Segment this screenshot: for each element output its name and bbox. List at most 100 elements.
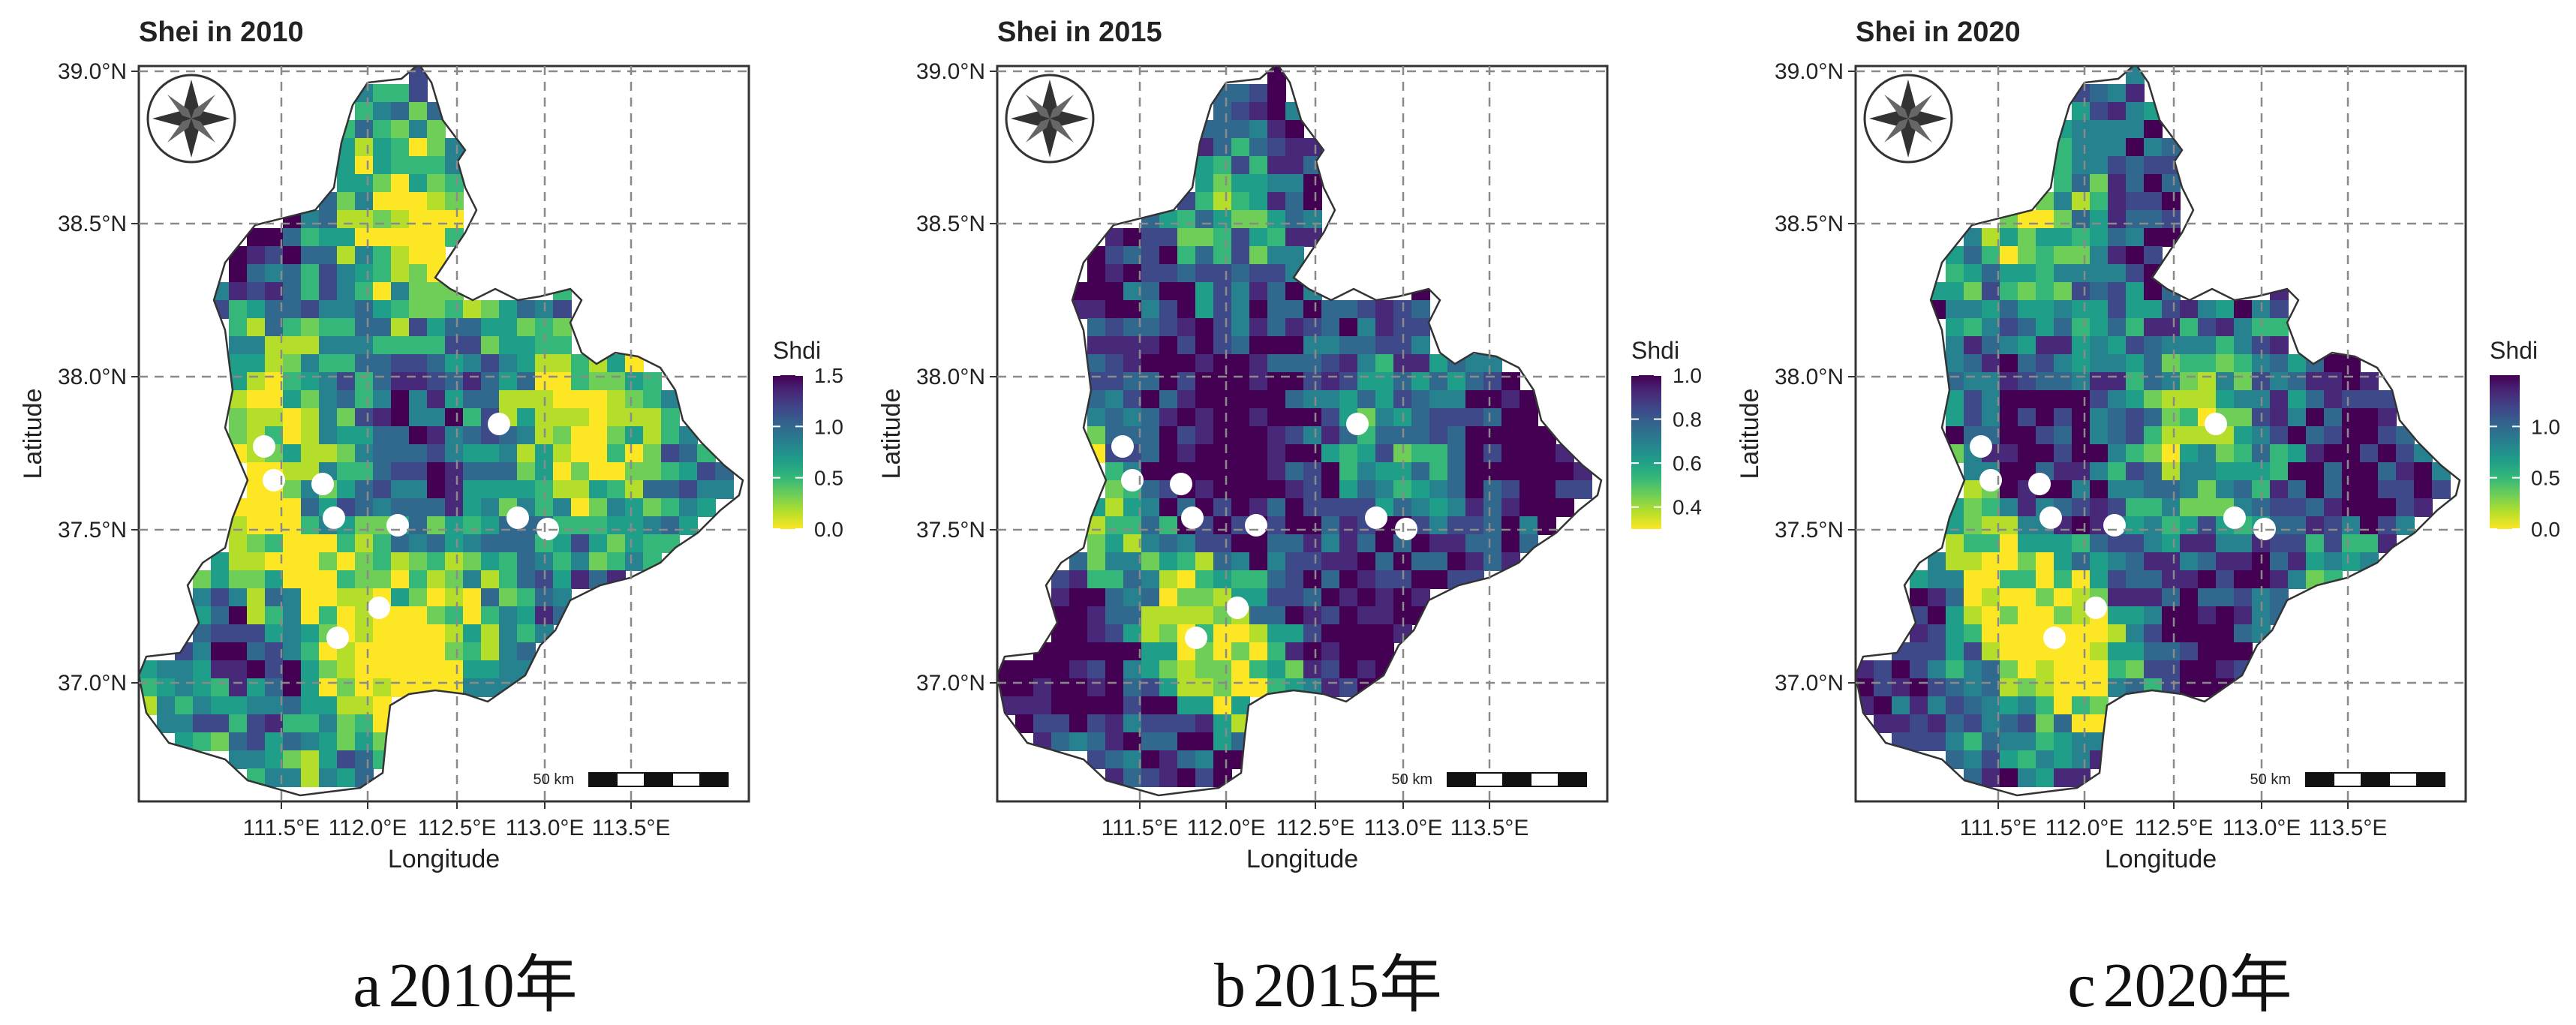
nodata-gap: [2205, 413, 2227, 435]
x-axis-label: Longitude: [1246, 845, 1358, 873]
y-tick-label: 38.0°N: [58, 365, 127, 389]
north-arrow-icon: [1863, 74, 1953, 164]
nodata-gap: [2223, 506, 2246, 529]
x-tick-label: 111.5°E: [243, 816, 320, 840]
nodata-gap: [1121, 469, 1144, 491]
scale-bar: [588, 772, 729, 787]
y-axis-label: Latitude: [1736, 389, 1764, 479]
scale-bar-label: 50 km: [2250, 771, 2291, 788]
nodata-gap: [326, 627, 349, 649]
legend-tick-label: 0.4: [1673, 496, 1702, 519]
map-panel-2010: Shei in 2010 111.5°E 112.0°E 112.5°E 113.0°E…: [0, 0, 855, 1018]
legend-tick-label: 1.0: [814, 415, 843, 438]
x-tick-label: 112.5°E: [2135, 816, 2214, 840]
nodata-gap: [368, 597, 390, 619]
x-tick-label: 111.5°E: [1960, 816, 2037, 840]
y-tick-label: 37.0°N: [58, 671, 127, 696]
nodata-gap: [2103, 514, 2126, 537]
x-tick-label: 111.5°E: [1102, 816, 1179, 840]
nodata-gap: [386, 514, 409, 537]
nodata-gap: [263, 469, 285, 491]
legend-colorbar: [1631, 375, 1661, 529]
x-tick-label: 113.0°E: [1364, 816, 1443, 840]
north-arrow-icon: [146, 74, 236, 164]
shdi-raster: [139, 66, 734, 787]
nodata-gap: [2253, 518, 2276, 540]
nodata-gap: [1245, 514, 1267, 537]
nodata-gap: [1346, 413, 1369, 435]
y-tick-label: 37.5°N: [1775, 518, 1844, 543]
x-tick-label: 113.5°E: [592, 816, 671, 840]
x-tick-label: 112.0°E: [2045, 816, 2124, 840]
y-axis-label: Latitude: [877, 389, 906, 479]
north-arrow-icon: [1005, 74, 1095, 164]
nodata-gap: [1395, 518, 1417, 540]
x-tick-label: 112.0°E: [329, 816, 407, 840]
legend-tick-label: 0.6: [1673, 452, 1702, 475]
nodata-gap: [1170, 473, 1192, 495]
legend-tick-label: 0.5: [2531, 467, 2560, 490]
scale-bar: [2305, 772, 2445, 787]
y-tick-label: 38.0°N: [1775, 365, 1844, 389]
x-tick-label: 113.5°E: [2309, 816, 2388, 840]
map-svg: Shei in 2010 111.5°E 112.0°E 112.5°E 113.0°E…: [19, 17, 843, 873]
nodata-gap: [2043, 627, 2066, 649]
scale-bar-label: 50 km: [534, 771, 574, 788]
nodata-gap: [2085, 597, 2107, 619]
legend-tick-label: 0.8: [1673, 408, 1702, 431]
y-tick-label: 37.0°N: [1775, 671, 1844, 696]
nodata-gap: [1226, 597, 1249, 619]
legend-tick-label: 0.5: [814, 467, 843, 490]
legend-title: Shdi: [773, 337, 821, 364]
legend-tick-label: 0.0: [814, 518, 843, 541]
legend-title: Shdi: [1631, 337, 1679, 364]
y-tick-label: 38.5°N: [916, 212, 985, 236]
nodata-gap: [1181, 506, 1204, 529]
legend-colorbar: [773, 375, 803, 529]
nodata-gap: [253, 435, 275, 458]
region-boundary: [996, 65, 1603, 797]
y-axis-label: Latitude: [19, 389, 47, 479]
nodata-gap: [323, 506, 345, 529]
legend-tick-label: 1.0: [1673, 364, 1702, 387]
map-title: Shei in 2010: [139, 17, 304, 48]
legend-colorbar: [2490, 375, 2520, 529]
map-svg: Shei in 2015 111.5°E 112.0°E 112.5°E 113.0°E…: [877, 17, 1702, 873]
scale-bar: [1447, 772, 1587, 787]
legend-tick-label: 0.0: [2531, 518, 2560, 541]
nodata-gap: [1111, 435, 1134, 458]
nodata-gap: [1185, 627, 1207, 649]
x-tick-label: 113.0°E: [506, 816, 585, 840]
region-boundary: [1854, 65, 2461, 797]
nodata-gap: [1979, 469, 2002, 491]
x-tick-label: 112.5°E: [1276, 816, 1355, 840]
nodata-gap: [537, 518, 559, 540]
x-tick-label: 112.5°E: [418, 816, 497, 840]
nodata-gap: [2028, 473, 2051, 495]
nodata-gap: [1365, 506, 1387, 529]
shdi-raster: [997, 66, 1592, 787]
region-boundary: [137, 65, 744, 797]
legend-title: Shdi: [2490, 337, 2538, 364]
x-axis-label: Longitude: [2105, 845, 2217, 873]
y-tick-label: 37.5°N: [916, 518, 985, 543]
map-title: Shei in 2020: [1856, 17, 2021, 48]
nodata-gap: [1970, 435, 1992, 458]
x-axis-label: Longitude: [388, 845, 500, 873]
nodata-gap: [2039, 506, 2062, 529]
y-tick-label: 39.0°N: [1775, 59, 1844, 84]
caption-c: c 2020年: [2067, 951, 2292, 1020]
y-tick-label: 37.0°N: [916, 671, 985, 696]
y-tick-label: 39.0°N: [916, 59, 985, 84]
nodata-gap: [311, 473, 334, 495]
legend-tick-label: 1.0: [2531, 415, 2560, 438]
y-tick-label: 38.0°N: [916, 365, 985, 389]
x-tick-label: 113.0°E: [2223, 816, 2301, 840]
map-title: Shei in 2015: [997, 17, 1162, 48]
map-panel-2020: Shei in 2020 111.5°E 112.0°E 112.5°E 113.0°E…: [1717, 0, 2572, 1018]
x-tick-label: 113.5°E: [1450, 816, 1529, 840]
y-tick-label: 38.5°N: [58, 212, 127, 236]
x-tick-label: 112.0°E: [1187, 816, 1266, 840]
